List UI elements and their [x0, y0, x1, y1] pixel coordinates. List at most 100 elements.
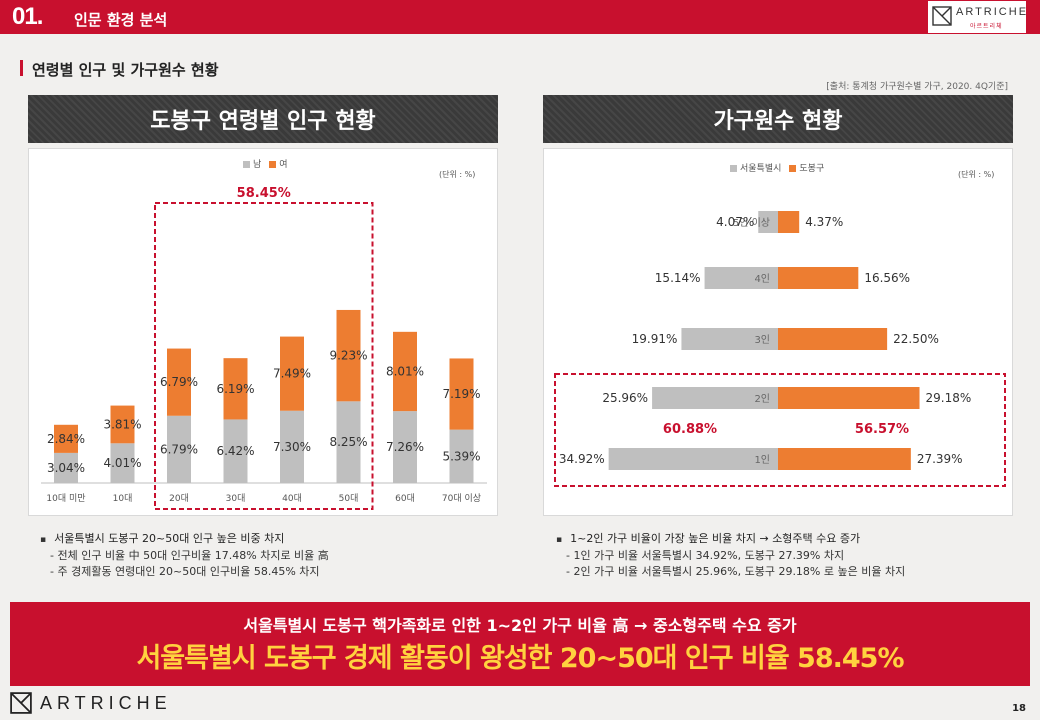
- left-panel-title: 도봉구 연령별 인구 현황: [28, 95, 498, 143]
- brand-logo-bottom: ARTRICHE: [10, 690, 172, 716]
- label-dobong-4: 27.39%: [917, 452, 963, 466]
- section-number: 01.: [12, 3, 43, 30]
- left-bullet-sub1: - 전체 인구 비율 中 50대 인구비율 17.48% 차지로 비율 高: [50, 549, 329, 562]
- label-dobong-2: 22.50%: [893, 332, 939, 346]
- tick-label-5: 50대: [339, 493, 359, 504]
- bar-female-4: [280, 336, 304, 411]
- banner-line1: 서울특별시 도봉구 핵가족화로 인한 1~2인 가구 비율 高 → 중소형주택 …: [243, 616, 797, 635]
- bar-female-3: [223, 358, 248, 420]
- label-female-7: 7.19%: [442, 387, 480, 401]
- highlight-total-label: 58.45%: [237, 186, 291, 201]
- bar-seoul-4: [608, 448, 778, 470]
- footer-brand-name: ARTRICHE: [40, 692, 172, 713]
- banner-line2: 서울특별시 도봉구 경제 활동이 왕성한 20~50대 인구 비율 58.45%: [136, 643, 904, 674]
- right-chart-unit: (단위 : %): [958, 170, 995, 179]
- legend-swatch-male: [243, 161, 250, 168]
- label-seoul-2: 19.91%: [632, 332, 678, 346]
- right-chart-legend: 서울특별시 도봉구: [730, 161, 824, 174]
- bar-male-3: [223, 419, 248, 483]
- artriche-logo-icon: [10, 692, 32, 714]
- bar-dobong-4: [778, 448, 911, 470]
- highlight-box: [154, 202, 374, 510]
- tick-label-4: 40대: [282, 493, 302, 504]
- bar-male-0: [54, 452, 78, 483]
- highlight-box: [554, 373, 1006, 487]
- category-label-0: 5인 이상: [733, 217, 770, 229]
- bar-male-2: [167, 415, 191, 483]
- bar-seoul-3: [652, 387, 778, 409]
- bar-female-6: [393, 331, 417, 412]
- bar-dobong-1: [778, 267, 859, 289]
- left-bullets: 서울특별시 도봉구 20~50대 인구 높은 비중 차지 - 전체 인구 비율 …: [40, 531, 500, 580]
- legend-item-dobong: 도봉구: [789, 161, 824, 174]
- bar-male-4: [280, 410, 304, 483]
- bar-female-0: [54, 424, 78, 453]
- left-chart-unit: (단위 : %): [439, 170, 476, 179]
- section-title: 인문 환경 분석: [74, 11, 168, 29]
- label-female-4: 7.49%: [273, 367, 311, 381]
- bar-female-2: [167, 348, 191, 416]
- right-bullets: 1~2인 가구 비율이 가장 높은 비율 차지 → 소형주택 수요 증가 - 1…: [556, 531, 1016, 580]
- right-bullet-lead: 1~2인 가구 비율이 가장 높은 비율 차지 → 소형주택 수요 증가: [556, 531, 1016, 548]
- bar-female-5: [336, 309, 361, 402]
- category-label-4: 1인: [754, 454, 770, 466]
- bar-seoul-1: [704, 267, 778, 289]
- bar-female-7: [449, 358, 474, 430]
- left-bullet-lead: 서울특별시 도봉구 20~50대 인구 높은 비중 차지: [40, 531, 500, 548]
- tick-label-0: 10대 미만: [46, 493, 85, 504]
- label-male-6: 7.26%: [386, 440, 424, 454]
- right-bullet-sub1: - 1인 가구 비율 서울특별시 34.92%, 도봉구 27.39% 차지: [566, 549, 845, 562]
- legend-label-male: 남: [253, 160, 262, 170]
- subheading-marker: [20, 60, 23, 76]
- bar-male-7: [449, 429, 474, 483]
- left-chart-panel: 남 여 (단위 : %) 3.04% 2.84% 10대 미만 4.01% 3.81% 1…: [28, 148, 498, 516]
- label-male-3: 6.42%: [216, 444, 254, 458]
- label-male-2: 6.79%: [160, 442, 198, 456]
- label-female-3: 6.19%: [216, 382, 254, 396]
- artriche-logo-icon: [932, 6, 952, 26]
- label-female-5: 9.23%: [329, 349, 367, 363]
- page-number: 18: [1012, 703, 1026, 714]
- label-seoul-1: 15.14%: [655, 271, 701, 285]
- right-chart-panel: 서울특별시 도봉구 (단위 : %) 5인 이상 4.07% 4.37% 4인 15.1…: [543, 148, 1013, 516]
- right-panel-title: 가구원수 현황: [543, 95, 1013, 143]
- legend-swatch-female: [269, 161, 277, 168]
- tick-label-3: 30대: [226, 493, 246, 504]
- bar-dobong-2: [778, 328, 888, 350]
- highlight-left-label: 60.88%: [663, 422, 717, 437]
- label-female-2: 6.79%: [160, 375, 198, 389]
- category-label-2: 3인: [754, 334, 770, 346]
- label-dobong-0: 4.37%: [805, 215, 843, 229]
- label-female-0: 2.84%: [47, 432, 85, 446]
- tick-label-6: 60대: [395, 493, 415, 504]
- legend-swatch-dobong: [789, 165, 797, 172]
- brand-subtitle: 아르트리체: [970, 23, 1003, 30]
- right-bullet-sub2: - 2인 가구 비율 서울특별시 25.96%, 도봉구 29.18% 로 높은…: [566, 565, 906, 578]
- label-seoul-4: 34.92%: [559, 452, 605, 466]
- highlight-right-label: 56.57%: [855, 422, 909, 437]
- household-size-chart: 5인 이상4.07% 4.37% 4인 15.14% 16.56% 3인 19.91% 22.…: [554, 211, 1006, 487]
- bar-female-1: [110, 405, 135, 444]
- legend-item-female: 여: [269, 157, 288, 170]
- age-population-chart: 3.04% 2.84% 10대 미만 4.01% 3.81% 10대 6.79% 6.79% 2…: [41, 186, 487, 510]
- label-seoul-0: 4.07%: [716, 215, 754, 229]
- legend-item-seoul: 서울특별시: [730, 161, 781, 174]
- category-label-3: 2인: [754, 393, 770, 405]
- tick-label-7: 70대 이상: [442, 493, 481, 504]
- label-dobong-3: 29.18%: [926, 391, 972, 405]
- subheading: 연령별 인구 및 가구원수 현황: [32, 61, 219, 79]
- label-female-1: 3.81%: [103, 417, 141, 431]
- label-male-5: 8.25%: [329, 435, 367, 449]
- category-label-1: 4인: [754, 273, 770, 285]
- label-male-7: 5.39%: [442, 449, 480, 463]
- bar-male-1: [110, 443, 135, 483]
- bar-seoul-2: [681, 328, 778, 350]
- header-bar: 01. 인문 환경 분석 ARTRICHE 아르트리체: [0, 0, 1040, 34]
- left-chart-legend: 남 여: [243, 157, 288, 170]
- bar-male-5: [336, 401, 361, 483]
- label-dobong-1: 16.56%: [864, 271, 910, 285]
- legend-swatch-seoul: [730, 165, 737, 172]
- brand-name: ARTRICHE: [956, 6, 1029, 18]
- bar-seoul-0: [758, 211, 778, 233]
- bar-male-6: [393, 411, 417, 483]
